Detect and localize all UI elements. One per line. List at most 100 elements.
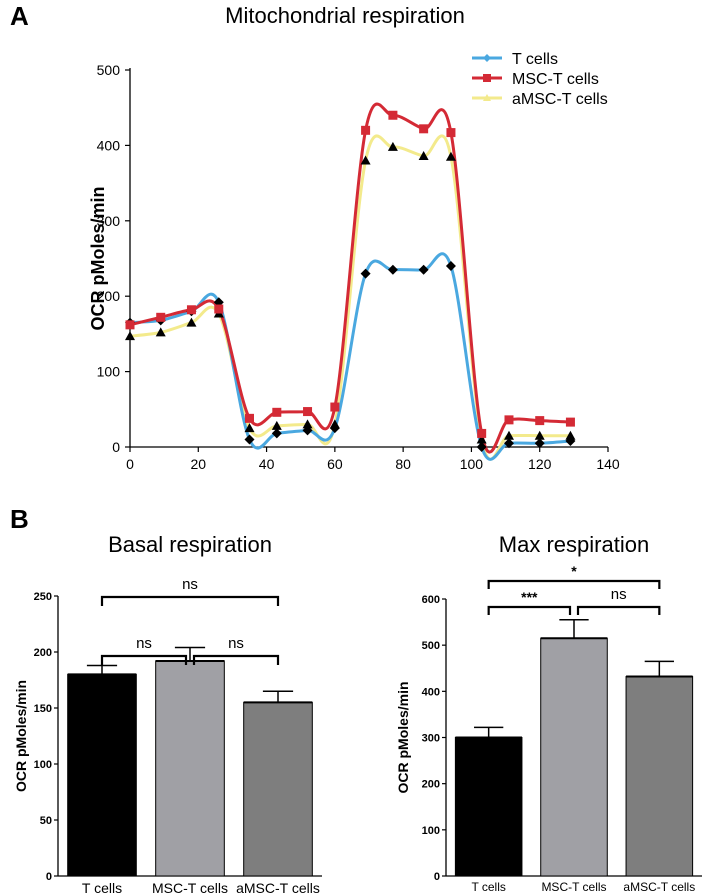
y-axis-label: OCR pMoles/min	[13, 680, 29, 792]
series-point-msc-t-cells-2	[186, 305, 196, 315]
series-point-msc-t-cells-4	[245, 413, 254, 423]
significance-label-1: ***	[521, 589, 538, 605]
y-tick-label-500: 500	[97, 62, 121, 78]
series-point-msc-t-cells-1	[156, 312, 166, 322]
series-point-msc-t-cells-8	[361, 125, 371, 135]
series-point-t-cells-8	[360, 268, 371, 279]
significance-label-0: ns	[182, 576, 198, 593]
x-tick-label-120: 120	[528, 456, 552, 472]
series-point-msc-t-cells-14	[535, 416, 545, 426]
series-point-amsc-t-cells-6	[302, 419, 313, 429]
legend-marker-msc-t-cells	[483, 74, 491, 82]
chart-title: Basal respiration	[108, 532, 272, 557]
y-tick-label-400: 400	[422, 686, 440, 698]
series-point-msc-t-cells-0	[125, 320, 135, 330]
y-tick-label-250: 250	[34, 591, 52, 603]
x-tick-label-80: 80	[395, 456, 411, 472]
y-tick-label-0: 0	[46, 871, 52, 883]
series-point-amsc-t-cells-14	[534, 430, 545, 440]
series-point-t-cells-14	[534, 438, 545, 449]
bar-chart-basal-respiration: Basal respiration OCR pMoles/min 0 50 100 150…	[13, 532, 322, 894]
series-point-t-cells-7	[329, 423, 340, 434]
legend-label-msc-t-cells: MSC-T cells	[512, 71, 599, 88]
series-point-t-cells-9	[387, 264, 398, 275]
significance-bracket-0	[487, 579, 661, 589]
significance-label-2: ns	[228, 635, 244, 652]
bar-chart-max-respiration: Max respiration OCR pMoles/min 0 100 200 300 4…	[395, 532, 702, 894]
series-point-msc-t-cells-5	[272, 407, 282, 417]
y-tick-label-400: 400	[97, 137, 121, 153]
y-tick-label-100: 100	[34, 759, 52, 771]
y-tick-label-50: 50	[40, 815, 52, 827]
series-point-amsc-t-cells-13	[503, 430, 514, 440]
category-label-t-cells: T cells	[82, 880, 122, 894]
y-axis-label: OCR pMoles/min	[88, 186, 108, 330]
series-point-t-cells-12	[476, 442, 487, 452]
series-line-t-cells	[129, 252, 571, 461]
legend-marker-amsc-t-cells	[483, 94, 491, 101]
series-point-msc-t-cells-6	[303, 407, 313, 417]
x-tick-label-100: 100	[460, 456, 484, 472]
chart-title: Mitochondrial respiration	[225, 3, 465, 28]
series-point-t-cells-13	[503, 438, 514, 449]
series-point-t-cells-4	[244, 434, 255, 445]
series-point-msc-t-cells-15	[565, 417, 575, 427]
series-point-msc-t-cells-12	[477, 428, 487, 438]
x-tick-label-140: 140	[596, 456, 620, 472]
y-axis-label: OCR pMoles/min	[395, 681, 411, 793]
series-point-amsc-t-cells-15	[565, 430, 576, 440]
series-point-amsc-t-cells-11	[445, 151, 456, 161]
panel-label-a: A	[10, 1, 29, 31]
series-point-msc-t-cells-13	[504, 415, 514, 425]
panel-label-b: B	[10, 504, 29, 534]
legend-label-t-cells: T cells	[512, 51, 558, 68]
bar-msc-t-cells	[155, 660, 225, 877]
category-label-msc-t-cells: MSC-T cells	[541, 880, 606, 894]
series-line-msc-t-cells	[129, 102, 571, 454]
y-tick-label-150: 150	[34, 703, 52, 715]
bar-amsc-t-cells	[625, 676, 694, 877]
series-point-amsc-t-cells-8	[360, 155, 371, 165]
x-tick-label-60: 60	[327, 456, 343, 472]
series-line-amsc-t-cells	[129, 134, 571, 461]
series-point-amsc-t-cells-1	[155, 327, 166, 337]
x-tick-label-0: 0	[126, 456, 134, 472]
y-tick-label-300: 300	[422, 733, 440, 745]
significance-bracket-0	[100, 595, 280, 606]
bar-t-cells	[454, 737, 523, 877]
y-tick-label-200: 200	[97, 288, 121, 304]
category-label-amsc-t-cells: aMSC-T cells	[236, 880, 320, 894]
series-point-amsc-t-cells-4	[244, 423, 255, 433]
y-tick-label-500: 500	[422, 640, 440, 652]
bar-msc-t-cells	[540, 637, 608, 877]
series-point-t-cells-11	[445, 261, 456, 272]
significance-bracket-2	[576, 605, 661, 615]
legend-marker-t-cells	[483, 54, 491, 62]
y-tick-label-0: 0	[112, 439, 120, 455]
category-label-amsc-t-cells: aMSC-T cells	[623, 880, 695, 894]
series-point-amsc-t-cells-0	[125, 331, 135, 341]
significance-bracket-1	[100, 654, 188, 665]
significance-bracket-2	[192, 654, 280, 665]
y-tick-label-0: 0	[434, 871, 440, 883]
y-tick-label-200: 200	[34, 647, 52, 659]
y-tick-label-200: 200	[422, 779, 440, 791]
series-point-t-cells-5	[271, 428, 282, 439]
y-tick-label-100: 100	[97, 364, 121, 380]
series-point-msc-t-cells-3	[214, 304, 224, 314]
series-point-t-cells-6	[302, 425, 313, 436]
series-point-amsc-t-cells-12	[476, 434, 487, 444]
series-point-t-cells-15	[565, 435, 576, 446]
line-chart-mitochondrial-respiration: Mitochondrial respiration OCR pMoles/min 0…	[88, 3, 620, 472]
series-point-amsc-t-cells-10	[418, 150, 429, 160]
series-point-t-cells-10	[418, 264, 429, 275]
series-point-amsc-t-cells-5	[271, 420, 282, 430]
y-tick-label-100: 100	[422, 825, 440, 837]
significance-label-1: ns	[136, 635, 152, 652]
bar-amsc-t-cells	[243, 701, 313, 877]
series-point-amsc-t-cells-9	[387, 141, 398, 151]
series-point-amsc-t-cells-2	[186, 317, 197, 327]
series-point-msc-t-cells-10	[419, 124, 429, 134]
series-point-msc-t-cells-9	[388, 110, 398, 120]
